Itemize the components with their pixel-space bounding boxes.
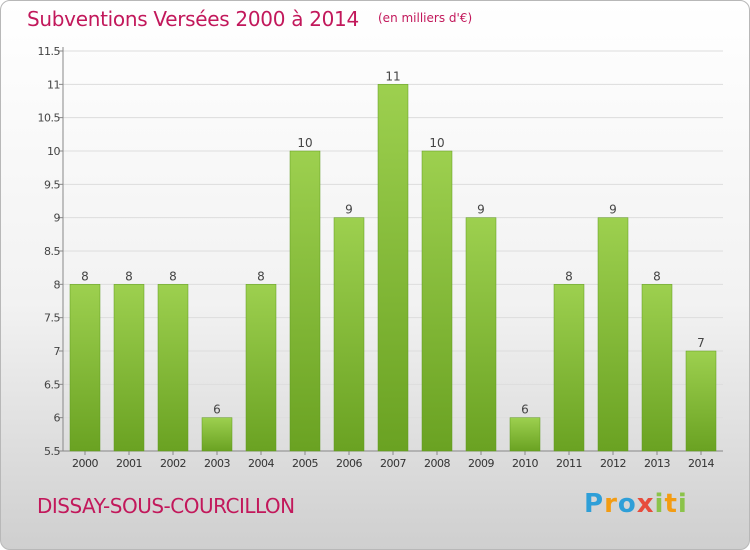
bar [69,284,101,452]
x-tick-label: 2010 [512,457,538,470]
bar [685,350,717,452]
data-label: 7 [697,336,705,350]
data-label: 10 [297,136,312,150]
bar [333,217,365,452]
y-tick-label: 9 [54,212,61,225]
y-tick-label: 8.5 [44,245,60,258]
x-tick-label: 2014 [688,457,714,470]
y-tick-label: 5.5 [44,445,60,458]
data-label: 9 [609,203,617,217]
y-tick-label: 8 [54,278,61,291]
bar [597,217,629,452]
y-tick-label: 6.5 [44,378,60,391]
proxiti-logo: Proxiti [584,489,688,519]
x-tick-label: 2001 [116,457,142,470]
data-label: 6 [521,403,529,417]
bar [553,284,585,452]
bar [421,150,453,452]
chart-title: Subventions Versées 2000 à 2014 [27,7,359,31]
chart-title-block: Subventions Versées 2000 à 2014 (en mill… [27,7,472,31]
y-tick-label: 7 [54,345,61,358]
data-label: 9 [345,203,353,217]
bar [245,284,277,452]
data-label: 10 [429,136,444,150]
y-tick-label: 11.5 [38,45,61,58]
data-label: 8 [565,269,573,283]
data-label: 8 [169,269,177,283]
place-name: DISSAY-SOUS-COURCILLON [37,494,295,518]
x-tick-label: 2007 [380,457,406,470]
x-tick-label: 2003 [204,457,230,470]
x-tick-label: 2002 [160,457,186,470]
x-tick-label: 2006 [336,457,362,470]
bar [509,417,541,452]
tick-labels: 5.5 6 6.5 7 7.5 8 8.5 9 9.5 10 10.5 11 11.5 2000 2001 2… [38,45,715,470]
data-labels: 8 8 8 6 8 10 9 11 10 9 6 8 9 8 7 [81,69,705,416]
x-tick-label: 2011 [556,457,582,470]
x-tick-label: 2009 [468,457,494,470]
bars [69,84,717,452]
data-label: 8 [653,269,661,283]
data-label: 6 [213,403,221,417]
x-tick-label: 2004 [248,457,274,470]
bar [377,84,409,452]
y-tick-label: 7.5 [44,312,60,325]
chart-subtitle: (en milliers d'€) [378,11,473,25]
bar [641,284,673,452]
y-tick-label: 6 [54,412,61,425]
y-tick-label: 11 [47,78,60,91]
x-tick-label: 2013 [644,457,670,470]
bar [289,150,321,452]
y-tick-label: 9.5 [44,178,60,191]
y-tick-label: 10 [47,145,60,158]
bar [465,217,497,452]
data-label: 8 [125,269,133,283]
bar [113,284,145,452]
data-label: 9 [477,203,485,217]
y-tick-label: 10.5 [38,112,61,125]
data-label: 8 [81,269,89,283]
x-tick-label: 2000 [72,457,98,470]
x-tick-label: 2005 [292,457,318,470]
x-tick-label: 2008 [424,457,450,470]
x-tick-label: 2012 [600,457,626,470]
data-label: 8 [257,269,265,283]
bar [157,284,189,452]
data-label: 11 [385,69,400,83]
bar [201,417,233,452]
